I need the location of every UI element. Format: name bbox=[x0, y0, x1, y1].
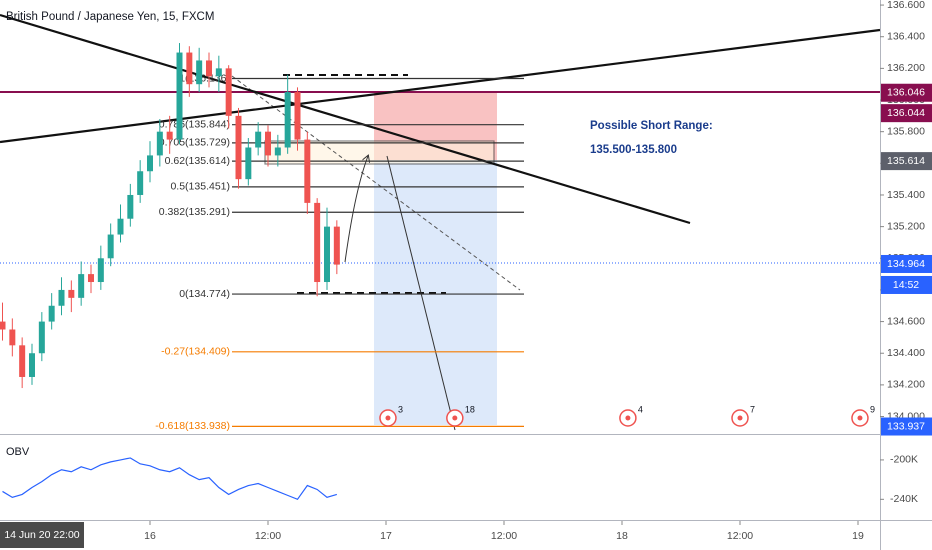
price-label: 134.964 bbox=[887, 258, 925, 270]
price-label-bg bbox=[881, 83, 932, 102]
event-dot bbox=[857, 415, 863, 421]
candle-body bbox=[333, 226, 340, 265]
arrow bbox=[344, 156, 368, 263]
fib-label: -0.27(134.409) bbox=[161, 346, 230, 358]
event-dot bbox=[737, 415, 743, 421]
fib-label: -0.618(133.938) bbox=[155, 420, 230, 432]
candle-body bbox=[9, 329, 16, 346]
candle-body bbox=[235, 115, 242, 180]
y-tick-label: 134.200 bbox=[887, 379, 925, 391]
candle-body bbox=[0, 321, 6, 330]
event-count: 18 bbox=[465, 404, 475, 414]
x-tick-label: 12:00 bbox=[255, 530, 281, 542]
price-label-bg bbox=[881, 104, 932, 123]
price-label-bg bbox=[881, 152, 932, 171]
candle-body bbox=[186, 52, 193, 85]
annotation: 135.500-135.800 bbox=[590, 144, 677, 156]
symbol-title: British Pound / Japanese Yen, 15, FXCM bbox=[6, 11, 214, 23]
candle-body bbox=[38, 321, 45, 354]
arrow bbox=[386, 155, 456, 431]
y-tick-label: 136.200 bbox=[887, 62, 925, 74]
candle-body bbox=[78, 274, 85, 298]
price-label: 136.044 bbox=[887, 107, 925, 119]
y-tick-label: 134.600 bbox=[887, 315, 925, 327]
countdown: 14:52 bbox=[893, 279, 919, 291]
candle-body bbox=[284, 92, 291, 148]
y-tick-label: -240K bbox=[890, 493, 918, 505]
indicator-title: OBV bbox=[6, 446, 30, 458]
candle-body bbox=[323, 226, 330, 283]
crosshair-time: 14 Jun 20 22:00 bbox=[4, 529, 79, 541]
y-tick-label: -200K bbox=[890, 454, 918, 466]
candle-body bbox=[205, 60, 212, 77]
candle-body bbox=[264, 131, 271, 156]
main-pane: 1(136.136)0.786(135.844)0.705(135.729)0.… bbox=[0, 13, 880, 432]
candle-body bbox=[127, 194, 134, 219]
trendline bbox=[0, 13, 691, 225]
fib-label: 0.382(135.291) bbox=[159, 206, 230, 218]
candle-body bbox=[196, 60, 203, 85]
y-tick-label: 136.400 bbox=[887, 30, 925, 42]
price-label: 135.614 bbox=[887, 155, 925, 167]
event-count: 3 bbox=[398, 404, 403, 414]
countdown-bg bbox=[881, 275, 932, 294]
candle-body bbox=[215, 68, 222, 77]
fib-label: 0(134.774) bbox=[179, 288, 230, 300]
candle-body bbox=[166, 131, 173, 140]
event-dot bbox=[625, 415, 631, 421]
y-tick-label: 136.600 bbox=[887, 0, 925, 11]
candle-body bbox=[87, 274, 94, 283]
candle-body bbox=[117, 218, 124, 235]
candle-body bbox=[28, 353, 35, 377]
x-tick-label: 12:00 bbox=[491, 530, 517, 542]
x-tick-label: 19 bbox=[852, 530, 864, 542]
candle-body bbox=[68, 289, 75, 298]
trendline bbox=[0, 28, 880, 144]
y-tick-label: 134.400 bbox=[887, 347, 925, 359]
x-tick-label: 17 bbox=[380, 530, 392, 542]
y-tick-label: 135.800 bbox=[887, 125, 925, 137]
x-tick-label: 16 bbox=[144, 530, 156, 542]
price-label-bg bbox=[881, 254, 932, 273]
fib-label: 0.705(135.729) bbox=[159, 137, 230, 149]
candle-body bbox=[146, 155, 153, 172]
candle-body bbox=[245, 147, 252, 180]
event-count: 4 bbox=[638, 404, 643, 414]
dashed-trend bbox=[231, 75, 521, 291]
candle-body bbox=[97, 258, 104, 283]
obv-line bbox=[2, 457, 338, 501]
event-dot bbox=[385, 415, 391, 421]
candle-body bbox=[294, 92, 301, 140]
candle-body bbox=[107, 234, 114, 259]
crosshair-time-bg bbox=[0, 522, 84, 548]
event-dot bbox=[452, 415, 458, 421]
candle-body bbox=[225, 68, 232, 116]
fib-label: 0.5(135.451) bbox=[170, 181, 230, 193]
candle-body bbox=[19, 345, 26, 377]
candle-body bbox=[48, 305, 55, 322]
price-label-bg bbox=[881, 417, 932, 436]
candle-body bbox=[314, 202, 321, 283]
candle-body bbox=[176, 52, 183, 140]
candle-body bbox=[304, 139, 311, 203]
price-label: 136.046 bbox=[887, 87, 925, 99]
price-label: 133.937 bbox=[887, 420, 925, 432]
fib-label: 0.62(135.614) bbox=[165, 155, 230, 167]
x-tick-label: 18 bbox=[616, 530, 628, 542]
candle-body bbox=[156, 131, 163, 156]
candle-body bbox=[137, 171, 144, 195]
y-tick-label: 135.400 bbox=[887, 189, 925, 201]
x-tick-label: 12:00 bbox=[727, 530, 753, 542]
event-count: 7 bbox=[750, 404, 755, 414]
y-tick-label: 135.200 bbox=[887, 220, 925, 232]
annotation: Possible Short Range: bbox=[590, 120, 713, 132]
candle-body bbox=[58, 289, 65, 306]
event-count: 9 bbox=[870, 404, 875, 414]
candle-body bbox=[274, 147, 281, 156]
candle-body bbox=[255, 131, 262, 148]
